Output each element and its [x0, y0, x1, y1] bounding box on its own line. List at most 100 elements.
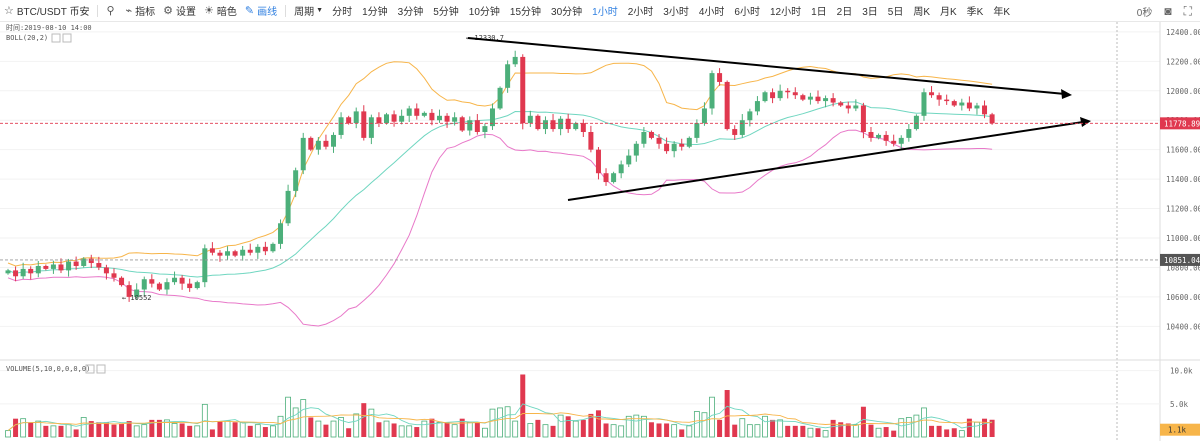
volume-bar [497, 407, 503, 438]
volume-bar [133, 425, 140, 438]
candle-body [603, 173, 609, 183]
timeframe-6[interactable]: 30分钟 [551, 7, 583, 18]
timeframe-2[interactable]: 3分钟 [397, 7, 424, 18]
timeframe-14[interactable]: 2日 [836, 7, 853, 18]
candle-body [353, 111, 359, 124]
timeframe-15[interactable]: 3日 [862, 7, 878, 18]
candle-body [853, 105, 859, 109]
candle-body [391, 114, 397, 122]
candle-body [459, 117, 465, 131]
volume-bar [770, 419, 776, 437]
candle-body [172, 277, 178, 283]
candle-body [497, 87, 503, 109]
volume-bar [815, 428, 821, 437]
timeframe-20[interactable]: 年K [993, 7, 1011, 18]
timeframe-12[interactable]: 12小时 [769, 7, 802, 18]
candle-body [860, 105, 866, 132]
period-dropdown[interactable]: 周期 ▼ [290, 0, 327, 22]
toolbar-right: 0秒 ◙ ⛶ [1137, 0, 1192, 22]
candlestick-chart[interactable]: ← 12330.7 ← 10552 10.0k 5.0k 1.1k 12400.00 1… [0, 22, 1200, 441]
timeframe-10[interactable]: 4小时 [698, 7, 725, 18]
candle-body [656, 137, 662, 144]
volume-bar [421, 420, 428, 438]
volume-bar [353, 413, 360, 438]
candle-body [648, 132, 654, 138]
volume-bar [254, 424, 261, 438]
favorite-symbol[interactable]: ☆ BTC/USDT 币安 [0, 0, 93, 22]
boll-label: BOLL(20,2) [6, 34, 48, 42]
volume-bar [73, 429, 79, 437]
boll-lower-line [7, 129, 993, 327]
settings-icon[interactable] [62, 33, 72, 43]
candle-body [815, 96, 821, 102]
volume-bar [845, 423, 851, 437]
volume-bar [535, 419, 541, 437]
timeframe-16[interactable]: 5日 [887, 7, 904, 18]
candle-body [361, 111, 367, 138]
settings-icon[interactable] [96, 364, 106, 374]
candle-body [542, 120, 548, 130]
volume-bar [187, 425, 193, 437]
timeframe-7[interactable]: 1小时 [592, 7, 618, 18]
high-annotation: ← 12330.7 [466, 34, 504, 42]
search-button[interactable]: ⚲ [102, 0, 121, 22]
camera-icon[interactable]: ◙ [1164, 4, 1172, 18]
y-tick-label: 11200.00 [1166, 205, 1200, 214]
timeframe-4[interactable]: 10分钟 [468, 7, 500, 18]
timeframe-11[interactable]: 6小时 [734, 7, 760, 18]
timeframe-19[interactable]: 季K [966, 7, 984, 18]
candle-body [770, 92, 776, 99]
candle-body [368, 117, 374, 138]
volume-bar [671, 424, 678, 438]
volume-bar [898, 418, 905, 438]
timeframe-17[interactable]: 周K [913, 7, 930, 18]
timeframe-8[interactable]: 2小时 [627, 7, 654, 18]
volume-label: VOLUME(5,10,0,0,0,0) [6, 365, 90, 373]
fullscreen-icon[interactable]: ⛶ [1183, 3, 1192, 18]
timeframe-3[interactable]: 5分钟 [433, 7, 459, 18]
timeframe-0[interactable]: 分时 [332, 7, 353, 18]
volume-bar [149, 419, 155, 437]
eye-icon[interactable] [85, 364, 95, 374]
volume-bar [732, 424, 738, 437]
timeframe-13[interactable]: 1日 [811, 7, 827, 18]
volume-bar [232, 422, 238, 437]
candle-body [270, 243, 276, 252]
y-tick-label: 12000.00 [1166, 87, 1200, 96]
candle-body [558, 118, 564, 130]
candle-body [982, 105, 988, 115]
timeframe-1[interactable]: 1分钟 [362, 7, 388, 18]
timeframe-9[interactable]: 3小时 [663, 7, 689, 18]
candle-body [913, 115, 919, 130]
candle-body [611, 173, 617, 183]
volume-ma5-line [7, 403, 993, 431]
volume-bar [982, 418, 988, 437]
candle-body [921, 92, 927, 116]
candle-body [255, 246, 261, 253]
volume-bar [883, 427, 889, 437]
theme-button[interactable]: ☀ 暗色 [200, 0, 241, 22]
volume-bar [482, 427, 488, 438]
candle-body [929, 92, 935, 96]
candle-body [747, 111, 753, 121]
eye-icon[interactable] [51, 33, 61, 43]
volume-current-tag [1160, 423, 1200, 436]
volume-bar [224, 420, 231, 438]
y-tick-label: 11400.00 [1166, 175, 1200, 184]
settings-button[interactable]: ⚙ 设置 [159, 0, 200, 22]
candle-body [898, 137, 904, 144]
indicators-button[interactable]: ⌁ 指标 [122, 0, 160, 22]
chart-grid [0, 22, 1200, 441]
candle-body [194, 282, 200, 289]
countdown-label: 0秒 [1136, 7, 1153, 19]
candle-body [376, 117, 382, 124]
volume-bar [141, 424, 148, 438]
candle-body [845, 105, 851, 109]
volume-bar [391, 423, 397, 437]
timeframe-18[interactable]: 月K [940, 7, 957, 18]
volume-bar [444, 422, 450, 437]
timeframe-5[interactable]: 15分钟 [509, 7, 542, 18]
draw-button[interactable]: ✎ 画线 [241, 0, 281, 22]
volume-bar [119, 423, 125, 437]
y-tick-label: 11600.00 [1166, 146, 1200, 155]
